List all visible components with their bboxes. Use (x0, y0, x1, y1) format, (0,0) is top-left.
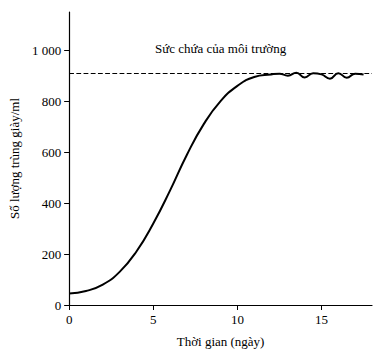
svg-text:Sức chứa của môi trường: Sức chứa của môi trường (155, 41, 287, 56)
svg-text:800: 800 (42, 94, 62, 109)
svg-text:Thời gian (ngày): Thời gian (ngày) (177, 334, 265, 349)
svg-text:5: 5 (150, 312, 157, 327)
svg-text:1 000: 1 000 (32, 43, 61, 58)
svg-text:400: 400 (42, 196, 62, 211)
svg-text:0: 0 (55, 298, 62, 313)
svg-text:10: 10 (231, 312, 244, 327)
svg-text:0: 0 (66, 312, 73, 327)
svg-text:200: 200 (42, 247, 62, 262)
svg-text:15: 15 (315, 312, 328, 327)
svg-text:600: 600 (42, 145, 62, 160)
svg-text:Số lượng trùng giày/ml: Số lượng trùng giày/ml (7, 98, 22, 220)
